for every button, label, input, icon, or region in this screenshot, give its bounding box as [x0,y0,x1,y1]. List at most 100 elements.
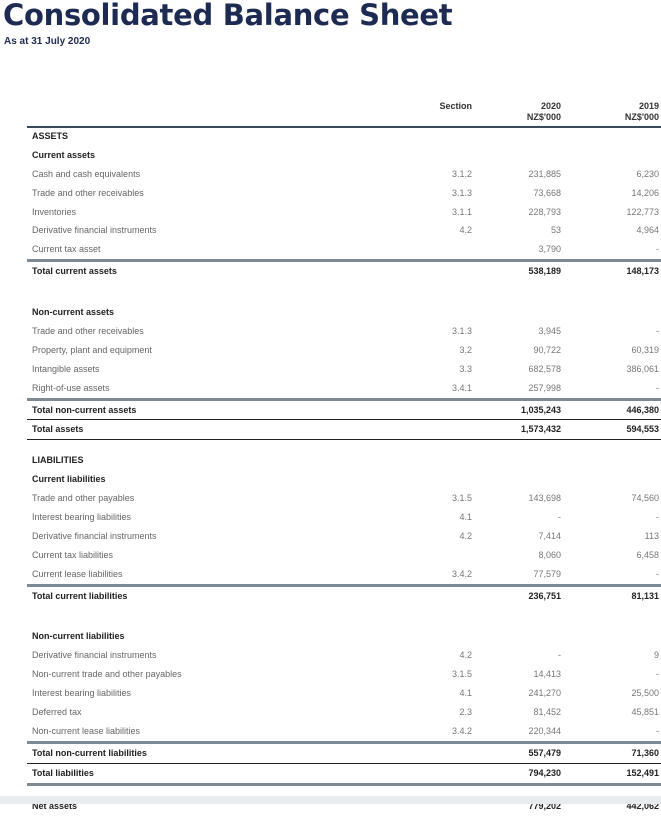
page-title: Consolidated Balance Sheet [3,0,453,32]
row-label: Current tax asset [32,244,101,255]
table-row: Trade and other receivables 3.1.3 3,945 - [27,322,661,341]
total-row: Total non-current assets 1,035,243 446,380 [27,397,661,420]
value-2020: 81,452 [533,707,561,718]
value-2020: 143,698 [528,493,561,504]
value-2019: - [656,512,659,523]
value-2019: - [656,382,659,393]
row-label: Non-current assets [32,307,115,318]
total-row: Total non-current liabilities 557,479 71,3… [27,740,661,763]
section-ref: 3.1.3 [451,187,472,198]
row-label: Total assets [32,424,84,435]
table-row: Derivative financial instruments 4.2 7,414… [27,527,661,546]
row-label: Intangible assets [32,363,100,374]
value-2019: 122,773 [626,206,659,217]
section-ref: 3.4.2 [451,725,472,736]
value-2020: 794,230 [528,767,561,778]
value-2020: 8,060 [538,549,561,560]
value-2019: 60,319 [631,344,659,355]
section-ref: 3.1.2 [451,168,472,179]
row-label: Trade and other receivables [32,326,144,337]
table-row: Derivative financial instruments 4.2 - 9 [27,646,661,665]
row-label: Derivative financial instruments [32,225,157,236]
section-ref: 4.1 [459,512,472,523]
sub-row: Non-current liabilities [27,627,661,646]
page-subtitle: As at 31 July 2020 [4,36,91,47]
value-2020: - [558,512,561,523]
value-2019: 6,230 [636,168,659,179]
value-2020: 220,344 [528,725,561,736]
value-2019: 71,360 [631,747,659,758]
row-label: Interest bearing liabilities [32,512,132,523]
value-2020: 1,573,432 [520,424,561,435]
table-row: Interest bearing liabilities 4.1 - - [27,508,661,527]
section-ref: 3.1.3 [451,326,472,337]
row-label: Current tax liabilities [32,549,114,560]
row-label: Current lease liabilities [32,568,123,579]
row-label: Property, plant and equipment [32,344,152,355]
value-2020: 3,790 [538,244,561,255]
value-2019: - [656,725,659,736]
section-ref: 3.3 [459,363,472,374]
value-2020: 1,035,243 [520,404,561,415]
row-label: Total current liabilities [32,590,128,601]
heading-row: ASSETS [27,127,661,146]
section-ref: 3.4.2 [451,568,472,579]
row-label: Derivative financial instruments [32,530,157,541]
table-header: Section 2020 NZ$'000 2019 NZ$'000 [27,101,661,128]
row-label: Interest bearing liabilities [32,688,132,699]
row-label: Total non-current assets [32,404,137,415]
value-2019: 45,851 [631,707,659,718]
table-row: Current tax liabilities 8,060 6,458 [27,546,661,565]
value-2019: 74,560 [631,493,659,504]
row-label: LIABILITIES [32,455,84,466]
section-ref: 4.2 [459,225,472,236]
row-spacer [27,281,661,303]
year-2020: 2020 [540,101,561,111]
row-label: Right-of-use assets [32,382,110,393]
value-2019: 386,061 [626,363,659,374]
value-2020: - [558,650,561,661]
value-2020: 73,668 [533,187,561,198]
section-ref: 3.1.5 [451,669,472,680]
row-label: Cash and cash equivalents [32,168,141,179]
section-ref: 3.2 [459,344,472,355]
value-2020: 557,479 [528,747,561,758]
table-row: Current tax asset 3,790 - [27,240,661,259]
column-header-2020: 2020 NZ$'000 [527,101,561,123]
table-row: Derivative financial instruments 4.2 53 4,9… [27,221,661,240]
row-label: ASSETS [32,131,69,141]
value-2019: 81,131 [631,590,659,601]
balance-sheet-table: ASSETS Current assets Cash and cash equiva… [27,127,661,816]
value-2020: 538,189 [528,266,561,277]
row-label: Current assets [32,149,96,160]
sub-row: Non-current assets [27,303,661,322]
row-spacer [27,786,661,797]
table-row: Trade and other payables 3.1.5 143,698 74,5… [27,489,661,508]
section-ref: 3.1.5 [451,493,472,504]
value-2020: 77,579 [533,568,561,579]
currency-2020: NZ$'000 [526,112,561,122]
table-row: Right-of-use assets 3.4.1 257,998 - [27,379,661,398]
section-ref: 3.1.1 [451,206,472,217]
row-label: Trade and other payables [32,493,135,504]
table-row: Inventories 3.1.1 228,793 122,773 [27,203,661,222]
table-row: Non-current lease liabilities 3.4.2 220,34… [27,722,661,741]
year-2019: 2019 [638,101,659,111]
row-label: Total current assets [32,266,117,277]
value-2020: 3,945 [538,326,561,337]
row-label: Non-current liabilities [32,631,125,642]
section-ref: 4.1 [459,688,472,699]
row-label: Deferred tax [32,707,82,718]
row-label: Derivative financial instruments [32,650,157,661]
total-row: Total assets 1,573,432 594,553 [27,419,661,441]
value-2020: 90,722 [533,344,561,355]
value-2019: 4,964 [636,225,659,236]
sub-row: Current assets [27,146,661,165]
row-spacer [27,440,661,451]
section-ref: 3.4.1 [451,382,472,393]
total-row: Total liabilities 794,230 152,491 [27,762,661,786]
row-label: Total non-current liabilities [32,747,147,758]
value-2019: 25,500 [631,688,659,699]
value-2019: 446,380 [626,404,659,415]
value-2020: 241,270 [528,688,561,699]
